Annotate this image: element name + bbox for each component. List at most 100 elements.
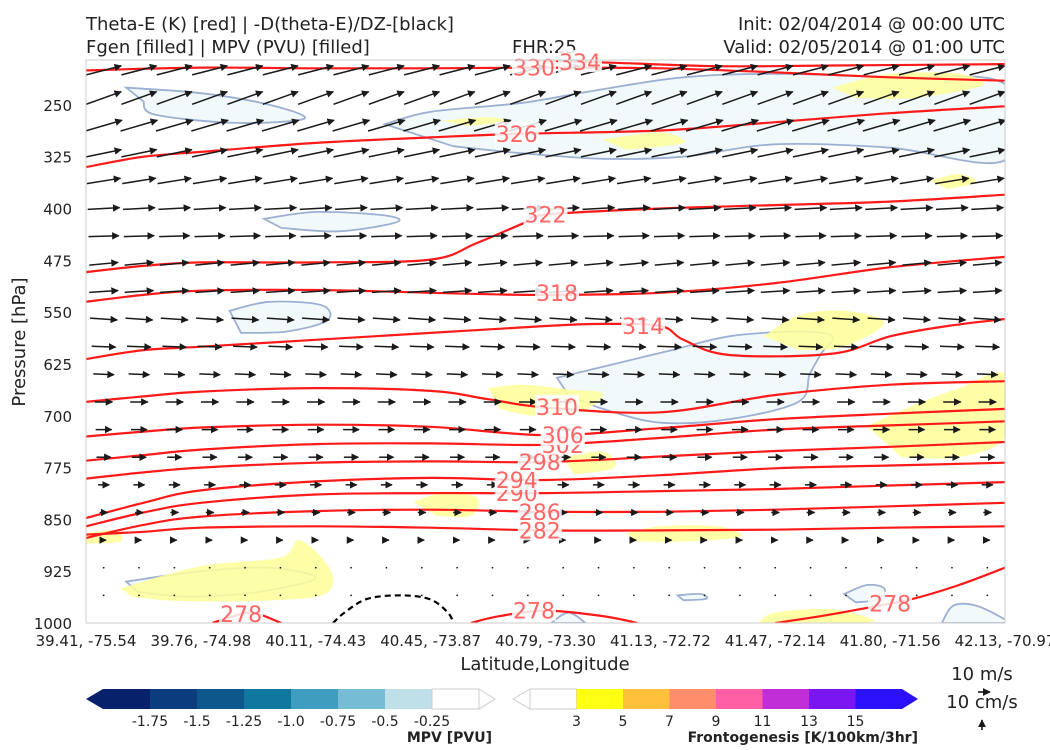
wind-vector — [124, 259, 155, 267]
wind-vector — [89, 259, 119, 267]
wind-vector — [456, 566, 459, 569]
wind-vector — [915, 594, 918, 597]
wind-vector — [301, 259, 331, 267]
theta-e-label-bg — [219, 602, 264, 625]
dz-contour — [332, 594, 455, 623]
wind-vector — [792, 63, 829, 76]
wind-vector — [687, 175, 723, 185]
wind-vector — [584, 259, 614, 267]
frontogenesis-colorbar-cell — [623, 689, 670, 709]
wind-vector — [651, 90, 688, 105]
wind-vector — [297, 147, 335, 158]
wind-vector — [798, 343, 824, 351]
wind-vector — [279, 566, 282, 569]
wind-vector — [586, 343, 612, 351]
frontogenesis-region — [867, 372, 1005, 459]
wind-vector — [266, 315, 295, 324]
wind-vector — [562, 594, 565, 597]
wind-vector — [156, 147, 193, 158]
mpv-colorbar-tick: -0.5 — [371, 714, 398, 730]
wind-vector — [618, 232, 650, 240]
wind-vector — [445, 343, 470, 351]
wind-vector — [800, 370, 822, 379]
wind-vector — [368, 63, 405, 76]
x-tick-label: 39.41, -75.54 — [36, 632, 137, 650]
y-tick-label: 850 — [43, 511, 72, 529]
wind-vector — [491, 594, 494, 597]
wind-vector — [261, 118, 300, 132]
wind-vector — [759, 204, 792, 212]
wind-vector — [371, 287, 402, 295]
wind-vector — [937, 259, 968, 267]
wind-vector — [302, 315, 331, 324]
wind-vector — [866, 259, 897, 267]
wind-vector — [244, 566, 246, 569]
y-axis-label: Pressure [hPa] — [9, 277, 30, 406]
frontogenesis-colorbar-tick: 5 — [619, 714, 628, 730]
wind-vector — [374, 343, 400, 351]
theta-e-label-bg — [534, 280, 579, 303]
theta-e-label: 286 — [519, 501, 561, 526]
wind-vector — [760, 287, 791, 295]
title-left-line-2: Fgen [filled] | MPV (PVU) [filled] — [86, 37, 370, 58]
wind-vector — [160, 315, 189, 324]
wind-vector — [668, 594, 671, 597]
frontogenesis-colorbar-tick: 7 — [665, 714, 674, 730]
wind-vector — [723, 204, 757, 212]
theta-e-label: 314 — [622, 315, 664, 340]
y-tick-label: 1000 — [34, 615, 72, 633]
wind-vector — [972, 259, 1003, 267]
mpv-region — [940, 602, 1005, 623]
theta-e-contour — [86, 317, 1005, 361]
wind-vector — [474, 147, 511, 158]
wind-vector — [407, 287, 437, 295]
frontogenesis-colorbar-cell — [855, 689, 902, 709]
wind-vector — [478, 287, 508, 295]
wind-vector — [703, 594, 706, 597]
mpv-colorbar-label: MPV [PVU] — [407, 730, 492, 746]
wind-vector — [795, 232, 827, 240]
mpv-colorbar-extend-low — [86, 689, 103, 709]
wind-vector — [796, 259, 826, 267]
wind-vector — [173, 566, 176, 569]
wind-vector — [199, 370, 221, 379]
wind-vector — [262, 90, 299, 105]
wind-vector — [86, 63, 122, 76]
wind-vector — [756, 118, 795, 132]
x-tick-label: 41.47, -72.14 — [725, 632, 826, 650]
wind-vector — [442, 287, 473, 295]
wind-vector — [157, 175, 192, 185]
wind-vector — [866, 232, 898, 240]
frontogenesis-colorbar-tick: 9 — [712, 714, 721, 730]
wind-vector — [829, 175, 864, 185]
theta-e-label: 330 — [513, 57, 555, 82]
init-time: Init: 02/04/2014 @ 00:00 UTC — [737, 14, 1005, 35]
wind-vector — [491, 566, 494, 569]
wind-vector — [227, 63, 264, 76]
wind-vector — [865, 204, 899, 212]
wind-vector — [475, 175, 511, 185]
wind-vector — [121, 147, 158, 158]
frontogenesis-colorbar-tick: 13 — [800, 714, 818, 730]
wind-vector — [244, 594, 246, 597]
wind-vector — [941, 370, 964, 379]
wind-vector — [474, 90, 511, 105]
frontogenesis-colorbar-cell — [809, 689, 856, 709]
wind-vector — [441, 232, 474, 240]
wind-vector — [902, 287, 932, 295]
theta-e-label-bg — [494, 121, 539, 144]
y-axis-ticks: 250 325 400 475 550 625 700 775 850 925 1000 — [34, 97, 72, 633]
wind-vector — [898, 90, 935, 105]
wind-vector — [902, 315, 931, 324]
wind-vector — [938, 315, 967, 324]
wind-vector — [833, 343, 859, 351]
mpv-region — [123, 86, 307, 124]
wind-vector — [898, 147, 935, 158]
wind-vector — [438, 118, 477, 132]
wind-vector — [301, 287, 331, 295]
wind-vector — [725, 259, 756, 267]
wind-vector — [159, 287, 190, 295]
wind-vector — [335, 204, 368, 212]
wind-vector — [102, 566, 105, 569]
theta-e-label: 294 — [496, 469, 538, 494]
